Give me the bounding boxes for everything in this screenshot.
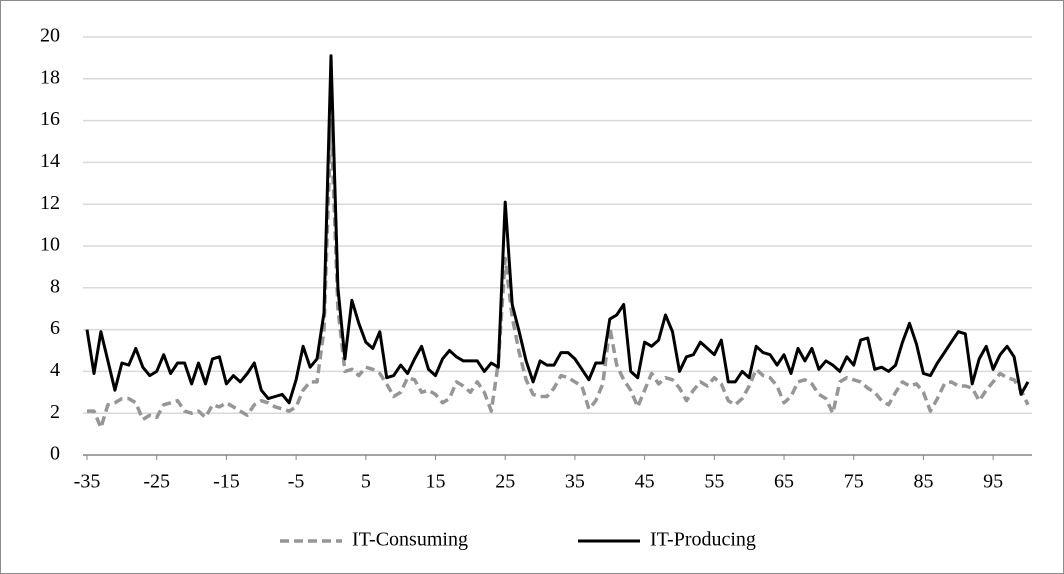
y-tick-label: 20 (40, 25, 60, 47)
x-tick-label: 65 (774, 471, 794, 493)
x-tick-label: -5 (288, 471, 305, 493)
x-tick-label: 55 (704, 471, 724, 493)
series-line (87, 118, 1030, 430)
y-tick-label: 14 (40, 150, 60, 172)
y-tick-label: 18 (40, 66, 60, 88)
y-tick-label: 2 (50, 401, 60, 423)
x-tick-label: -35 (74, 471, 101, 493)
x-tick-label: 15 (426, 471, 446, 493)
legend-label: IT-Producing (650, 529, 756, 551)
y-tick-label: 12 (40, 192, 60, 214)
x-tick-label: 35 (565, 471, 585, 493)
y-tick-label: 0 (50, 443, 60, 465)
y-tick-label: 6 (50, 317, 60, 339)
x-tick-label: 85 (913, 471, 933, 493)
x-tick-label: 75 (844, 471, 864, 493)
legend-label: IT-Consuming (352, 529, 468, 551)
y-tick-label: 8 (50, 275, 60, 297)
x-tick-label: 45 (635, 471, 655, 493)
x-tick-label: 95 (983, 471, 1003, 493)
x-tick-label: -15 (213, 471, 240, 493)
series-line (85, 54, 1030, 405)
x-tick-label: 5 (361, 471, 371, 493)
y-tick-label: 10 (40, 234, 60, 256)
x-tick-label: -25 (143, 471, 170, 493)
x-tick-label: 25 (495, 471, 515, 493)
y-tick-label: 16 (40, 108, 60, 130)
y-tick-label: 4 (50, 359, 60, 381)
